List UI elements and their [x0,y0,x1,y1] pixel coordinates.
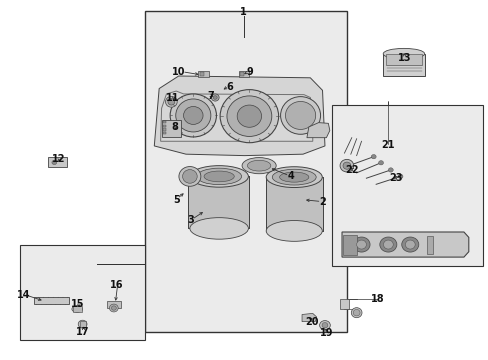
Ellipse shape [279,172,308,182]
Ellipse shape [52,160,57,165]
Polygon shape [341,232,468,257]
FancyBboxPatch shape [20,244,144,339]
Ellipse shape [247,160,270,171]
Polygon shape [302,314,316,321]
FancyBboxPatch shape [162,125,166,127]
Ellipse shape [226,96,271,136]
Text: 7: 7 [206,91,213,101]
Ellipse shape [383,48,424,59]
Ellipse shape [387,168,392,172]
Text: 21: 21 [381,140,394,150]
Ellipse shape [352,310,359,316]
Text: 6: 6 [226,82,233,92]
FancyBboxPatch shape [73,306,81,312]
Text: 22: 22 [345,165,358,175]
FancyBboxPatch shape [342,234,356,255]
Text: 10: 10 [172,67,185,77]
Ellipse shape [265,221,322,241]
Polygon shape [154,76,325,156]
Ellipse shape [175,99,210,132]
FancyBboxPatch shape [161,120,181,137]
Ellipse shape [319,320,330,330]
Text: 18: 18 [370,294,384,304]
Text: 14: 14 [17,291,31,301]
Ellipse shape [356,240,366,249]
Ellipse shape [272,169,316,185]
Text: 8: 8 [171,122,178,132]
FancyBboxPatch shape [240,72,244,76]
Polygon shape [306,123,329,138]
Ellipse shape [189,218,248,239]
Ellipse shape [265,167,322,188]
Ellipse shape [179,167,201,186]
Ellipse shape [350,308,361,318]
Ellipse shape [405,240,414,249]
Ellipse shape [383,240,392,249]
Polygon shape [160,91,312,141]
FancyBboxPatch shape [385,54,421,65]
FancyBboxPatch shape [34,297,69,305]
Text: 12: 12 [51,154,65,164]
FancyBboxPatch shape [162,129,166,131]
Ellipse shape [378,161,383,165]
Ellipse shape [189,166,248,187]
Text: 19: 19 [319,328,332,338]
Text: 23: 23 [388,173,402,183]
Text: 17: 17 [76,327,89,337]
FancyBboxPatch shape [162,132,166,134]
Ellipse shape [339,159,353,172]
FancyBboxPatch shape [427,235,432,253]
FancyBboxPatch shape [199,72,203,76]
Ellipse shape [322,323,327,328]
Ellipse shape [182,170,197,183]
Ellipse shape [401,237,418,252]
FancyBboxPatch shape [331,105,483,266]
Ellipse shape [352,237,369,252]
Ellipse shape [196,168,241,185]
Polygon shape [188,176,249,228]
FancyBboxPatch shape [80,320,85,327]
FancyBboxPatch shape [339,299,348,309]
Ellipse shape [78,320,87,328]
Text: 4: 4 [287,171,294,181]
Ellipse shape [397,174,402,179]
Ellipse shape [280,96,320,134]
Text: 2: 2 [319,197,325,207]
Ellipse shape [211,94,219,101]
Ellipse shape [72,306,82,312]
FancyBboxPatch shape [383,54,424,76]
Text: 1: 1 [240,7,246,17]
FancyBboxPatch shape [162,121,166,123]
Text: 5: 5 [172,195,179,205]
Ellipse shape [183,107,203,125]
Text: 3: 3 [187,215,194,225]
FancyBboxPatch shape [48,157,67,167]
Ellipse shape [342,162,350,169]
Ellipse shape [370,154,375,159]
Ellipse shape [167,99,174,105]
Ellipse shape [213,96,217,99]
FancyBboxPatch shape [198,71,208,77]
Ellipse shape [285,102,315,130]
Text: 13: 13 [397,53,410,63]
Text: 15: 15 [71,299,84,309]
Text: 11: 11 [165,93,179,103]
Ellipse shape [109,304,118,312]
Ellipse shape [111,306,116,310]
FancyBboxPatch shape [144,12,346,332]
Text: 20: 20 [305,317,318,327]
FancyBboxPatch shape [107,301,121,308]
Ellipse shape [237,105,261,127]
Ellipse shape [203,171,234,182]
Ellipse shape [242,158,276,174]
Polygon shape [266,177,322,231]
Ellipse shape [220,90,278,143]
Text: 9: 9 [245,67,252,77]
Ellipse shape [165,96,177,107]
Ellipse shape [379,237,396,252]
Text: 16: 16 [110,280,123,290]
FancyBboxPatch shape [238,71,249,77]
Ellipse shape [170,94,216,137]
